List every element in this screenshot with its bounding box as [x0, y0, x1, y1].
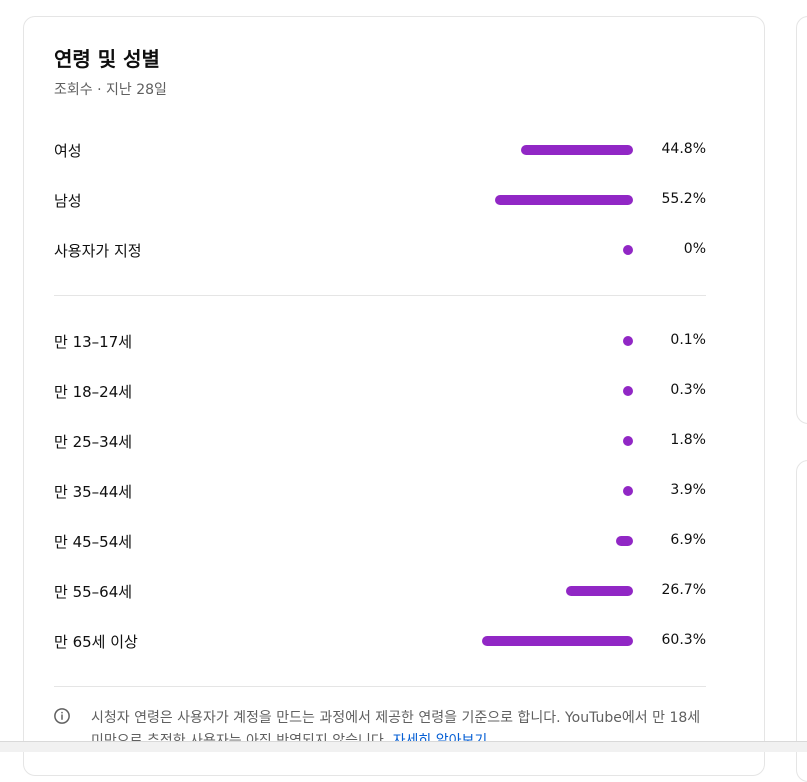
age-row-45-54: 만 45–54세 6.9% [54, 528, 706, 552]
gender-value: 0% [683, 241, 706, 257]
gender-row-female: 여성 44.8% [54, 137, 706, 161]
side-card-bottom [796, 460, 807, 782]
age-label: 만 13–17세 [54, 333, 133, 351]
age-row-25-34: 만 25–34세 1.8% [54, 428, 706, 452]
age-value: 3.9% [670, 482, 706, 498]
gender-value: 55.2% [661, 191, 706, 207]
gender-label: 남성 [54, 192, 82, 210]
age-label: 만 45–54세 [54, 533, 133, 551]
age-label: 만 18–24세 [54, 383, 133, 401]
age-row-65-plus: 만 65세 이상 60.3% [54, 628, 706, 652]
age-row-55-64: 만 55–64세 26.7% [54, 578, 706, 602]
gender-row-male: 남성 55.2% [54, 187, 706, 211]
age-bar [623, 336, 633, 346]
gender-bar [521, 145, 633, 155]
age-value: 60.3% [661, 632, 706, 648]
age-label: 만 55–64세 [54, 583, 133, 601]
age-value: 6.9% [670, 532, 706, 548]
card-title: 연령 및 성별 [54, 47, 160, 71]
gender-bar [495, 195, 633, 205]
section-divider [54, 295, 706, 296]
gender-row-user-specified: 사용자가 지정 0% [54, 237, 706, 261]
age-label: 만 25–34세 [54, 433, 133, 451]
section-divider [54, 686, 706, 687]
gender-label: 사용자가 지정 [54, 242, 142, 260]
age-row-18-24: 만 18–24세 0.3% [54, 378, 706, 402]
age-bar [566, 586, 633, 596]
card-subtitle: 조회수 · 지난 28일 [54, 82, 167, 98]
age-value: 1.8% [670, 432, 706, 448]
age-bar [623, 436, 633, 446]
info-icon [54, 708, 70, 724]
horizontal-scrollbar[interactable] [0, 741, 807, 752]
side-card-top [796, 16, 807, 424]
gender-label: 여성 [54, 142, 82, 160]
age-value: 0.3% [670, 382, 706, 398]
age-row-13-17: 만 13–17세 0.1% [54, 328, 706, 352]
age-label: 만 35–44세 [54, 483, 133, 501]
gender-value: 44.8% [661, 141, 706, 157]
age-row-35-44: 만 35–44세 3.9% [54, 478, 706, 502]
age-bar [616, 536, 633, 546]
age-label: 만 65세 이상 [54, 633, 138, 651]
gender-bar [623, 245, 633, 255]
age-gender-card: 연령 및 성별 조회수 · 지난 28일 여성 44.8% 남성 55.2% 사… [23, 16, 765, 776]
age-value: 0.1% [670, 332, 706, 348]
age-bar [482, 636, 633, 646]
age-bar [623, 386, 633, 396]
age-bar [623, 486, 633, 496]
age-value: 26.7% [661, 582, 706, 598]
